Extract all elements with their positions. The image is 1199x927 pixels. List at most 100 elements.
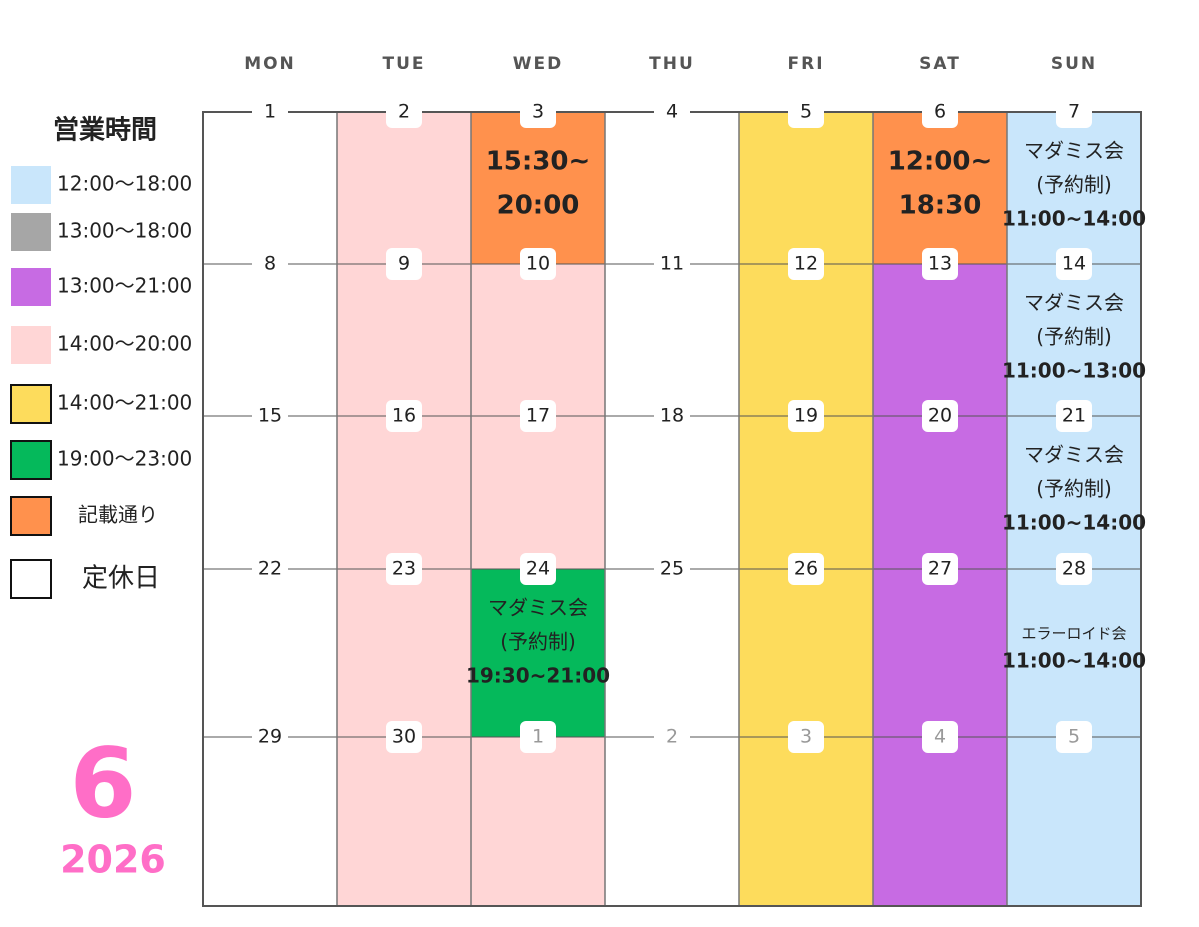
- legend-label: 13:00～21:00: [57, 274, 192, 298]
- legend-swatch: [11, 166, 51, 204]
- cell-fill: [471, 737, 605, 906]
- legend-swatch: [10, 559, 52, 599]
- event-text: (予約制): [1036, 173, 1112, 197]
- cell-fill: [1007, 112, 1141, 906]
- event-text: 19:30~21:00: [466, 664, 610, 688]
- legend-label: 記載通り: [78, 503, 158, 527]
- event-text: 11:00~14:00: [1002, 207, 1146, 231]
- year: 2026: [60, 838, 166, 882]
- event-text: 11:00~14:00: [1002, 649, 1146, 673]
- cell-fill: [873, 112, 1007, 264]
- day-number: 18: [660, 405, 684, 427]
- event-text: (予約制): [1036, 325, 1112, 349]
- weekday: TUE: [382, 54, 425, 74]
- day-box: [788, 721, 824, 753]
- day-number: 11: [660, 253, 684, 275]
- day-number: 10: [526, 253, 550, 275]
- legend-title: 営業時間: [53, 116, 157, 146]
- day-number: 26: [794, 558, 818, 580]
- event-text: エラーロイド会: [1021, 625, 1126, 643]
- day-box: [788, 248, 824, 280]
- day-number: 21: [1062, 405, 1086, 427]
- day-number: 28: [1062, 558, 1086, 580]
- day-number: 27: [928, 558, 952, 580]
- legend-swatch: [10, 440, 52, 480]
- event-text: (予約制): [500, 630, 576, 654]
- day-number: 14: [1062, 253, 1086, 275]
- event-text: マダミス会: [1024, 291, 1124, 315]
- event-text: 12:00~: [888, 147, 993, 177]
- day-box: [922, 400, 958, 432]
- day-box: [386, 721, 422, 753]
- weekday: MON: [244, 54, 296, 74]
- legend-swatch: [11, 213, 51, 251]
- cell-fill: [337, 112, 471, 906]
- cell-fill: [471, 112, 605, 264]
- day-number: 3: [800, 726, 812, 748]
- event-text: 18:30: [899, 191, 982, 221]
- weekday: SAT: [919, 54, 961, 74]
- weekday: FRI: [787, 54, 824, 74]
- day-box: [252, 248, 288, 280]
- event-text: 11:00~13:00: [1002, 359, 1146, 383]
- day-box: [788, 553, 824, 585]
- day-number: 22: [258, 558, 282, 580]
- day-number: 13: [928, 253, 952, 275]
- day-box: [1056, 248, 1092, 280]
- day-number: 30: [392, 726, 416, 748]
- cell-fill: [739, 112, 873, 906]
- event-text: 20:00: [497, 191, 580, 221]
- day-number: 7: [1068, 101, 1080, 123]
- day-box: [520, 400, 556, 432]
- day-box: [252, 400, 288, 432]
- day-number: 23: [392, 558, 416, 580]
- day-box: [1056, 553, 1092, 585]
- event-text: 15:30~: [486, 147, 591, 177]
- day-box: [654, 96, 690, 128]
- day-box: [386, 248, 422, 280]
- day-box: [922, 553, 958, 585]
- day-number: 19: [794, 405, 818, 427]
- legend-swatch: [10, 384, 52, 424]
- day-box: [520, 248, 556, 280]
- legend-swatch: [11, 268, 51, 306]
- day-number: 16: [392, 405, 416, 427]
- day-box: [1056, 721, 1092, 753]
- day-number: 9: [398, 253, 410, 275]
- day-box: [520, 96, 556, 128]
- day-number: 8: [264, 253, 276, 275]
- day-number: 1: [532, 726, 544, 748]
- day-number: 5: [1068, 726, 1080, 748]
- day-number: 25: [660, 558, 684, 580]
- legend-label: 19:00～23:00: [57, 447, 192, 471]
- weekday: SUN: [1051, 54, 1097, 74]
- legend-swatch: [10, 496, 52, 536]
- day-number: 29: [258, 726, 282, 748]
- day-box: [654, 400, 690, 432]
- event-text: 11:00~14:00: [1002, 511, 1146, 535]
- day-box: [654, 721, 690, 753]
- event-text: マダミス会: [1024, 139, 1124, 163]
- day-box: [922, 96, 958, 128]
- day-number: 4: [666, 101, 678, 123]
- day-box: [386, 400, 422, 432]
- day-box: [654, 248, 690, 280]
- day-number: 3: [532, 101, 544, 123]
- day-box: [252, 553, 288, 585]
- day-number: 4: [934, 726, 946, 748]
- cell-fill: [471, 569, 605, 737]
- month: 6: [70, 727, 137, 839]
- day-number: 2: [398, 101, 410, 123]
- day-number: 17: [526, 405, 550, 427]
- event-text: マダミス会: [488, 596, 588, 620]
- day-box: [788, 400, 824, 432]
- day-number: 6: [934, 101, 946, 123]
- day-box: [788, 96, 824, 128]
- day-box: [520, 553, 556, 585]
- day-box: [922, 248, 958, 280]
- day-box: [1056, 96, 1092, 128]
- event-text: (予約制): [1036, 477, 1112, 501]
- day-box: [654, 553, 690, 585]
- day-box: [386, 553, 422, 585]
